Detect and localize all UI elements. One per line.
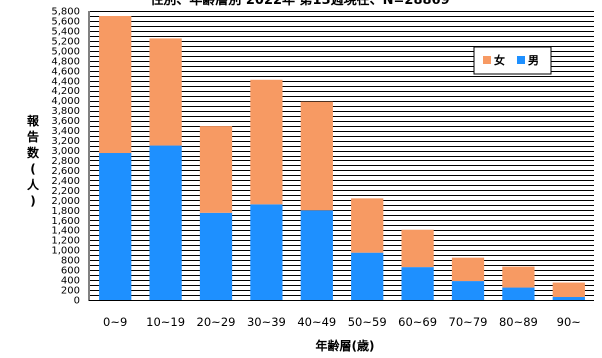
bar-male-8: [502, 287, 535, 300]
legend: 女 男: [473, 46, 552, 75]
y-axis-label-char: 告: [27, 129, 39, 144]
y-tick-label: 3,200: [51, 136, 80, 147]
x-axis-label: 年齢層(歳): [316, 338, 375, 353]
bar-male-5: [351, 252, 384, 300]
x-tick-label: 40~49: [297, 315, 336, 329]
bar-male-3: [250, 204, 283, 300]
bar-female-7: [451, 257, 485, 282]
legend-label-male: 男: [528, 54, 539, 67]
legend-label-female: 女: [494, 53, 505, 67]
legend-swatch-male: [517, 56, 525, 64]
x-tick-label: 80~89: [499, 315, 538, 329]
y-axis-label-char: (: [30, 162, 35, 176]
y-tick-label: 2,800: [51, 156, 80, 167]
x-tick-label: 20~29: [197, 315, 236, 329]
bar-male-0: [99, 153, 132, 300]
bar-female-9: [552, 282, 585, 298]
x-tick-label: 0~9: [103, 315, 127, 329]
bar-female-1: [149, 38, 182, 146]
y-tick-label: 600: [61, 266, 80, 277]
x-tick-label: 90~: [557, 315, 581, 329]
x-tick-label: 50~59: [348, 315, 387, 329]
y-tick-label: 2,600: [51, 166, 80, 177]
y-axis-label-char: 報: [27, 113, 40, 128]
y-tick-label: 3,400: [51, 126, 80, 137]
y-tick-label: 0: [74, 296, 80, 307]
x-tick-label: 60~69: [398, 315, 437, 329]
y-tick-label: 2,200: [51, 186, 80, 197]
y-axis-label: 報告数 (人): [27, 113, 40, 208]
bars: [99, 15, 585, 300]
y-tick-label: 5,600: [51, 16, 80, 27]
plot-area: 02004006008001,0001,2001,4001,6001,8002,…: [51, 7, 594, 329]
bar-female-0: [99, 15, 132, 154]
y-tick-label: 4,200: [51, 86, 80, 97]
y-tick-label: 1,200: [51, 236, 80, 247]
bar-male-2: [199, 212, 233, 300]
y-tick-label: 2,000: [51, 196, 80, 207]
legend-swatch-female: [483, 56, 491, 64]
x-tick-label: 30~39: [247, 315, 286, 329]
y-tick-label: 4,600: [51, 66, 80, 77]
y-tick-label: 5,200: [51, 36, 80, 47]
y-tick-label: 1,000: [51, 246, 80, 257]
bar-male-7: [451, 281, 485, 300]
y-tick-label: 4,000: [51, 96, 80, 107]
y-tick-label: 1,600: [51, 216, 80, 227]
bar-male-6: [401, 267, 434, 300]
bar-female-2: [199, 126, 233, 213]
y-axis-label-char: 人: [27, 177, 40, 192]
bar-female-4: [300, 101, 333, 211]
x-tick-label: 10~19: [146, 315, 185, 329]
y-tick-label: 1,800: [51, 206, 80, 217]
bar-female-6: [401, 229, 434, 268]
y-tick-label: 4,400: [51, 76, 80, 87]
y-axis-label-char: ): [30, 194, 35, 208]
y-tick-label: 200: [61, 286, 80, 297]
bar-female-8: [502, 266, 535, 288]
y-tick-label: 800: [61, 256, 80, 267]
y-tick-labels: 02004006008001,0001,2001,4001,6001,8002,…: [51, 7, 80, 307]
x-tick-labels: 0~9 10~19 20~29 30~39 40~49 50~59 60~69 70~79 80…: [103, 315, 581, 329]
y-tick-label: 3,600: [51, 116, 80, 127]
y-tick-label: 400: [61, 276, 80, 287]
bar-female-5: [351, 198, 384, 253]
bar-male-4: [300, 210, 333, 300]
y-tick-label: 4,800: [51, 56, 80, 67]
bar-male-1: [149, 145, 182, 300]
chart-title: 性別、年齢層別 2022年 第13週現在、N=28869: [150, 0, 449, 8]
y-tick-label: 3,000: [51, 146, 80, 157]
y-tick-label: 5,400: [51, 26, 80, 37]
y-tick-label: 5,000: [51, 46, 80, 57]
bar-male-9: [552, 297, 585, 300]
bar-female-3: [250, 79, 283, 205]
y-tick-label: 3,800: [51, 106, 80, 117]
y-axis-label-char: 数: [27, 145, 40, 160]
y-tick-label: 5,800: [51, 7, 80, 18]
x-tick-label: 70~79: [449, 315, 488, 329]
y-tick-label: 2,400: [51, 176, 80, 187]
y-tick-label: 1,400: [51, 226, 80, 237]
